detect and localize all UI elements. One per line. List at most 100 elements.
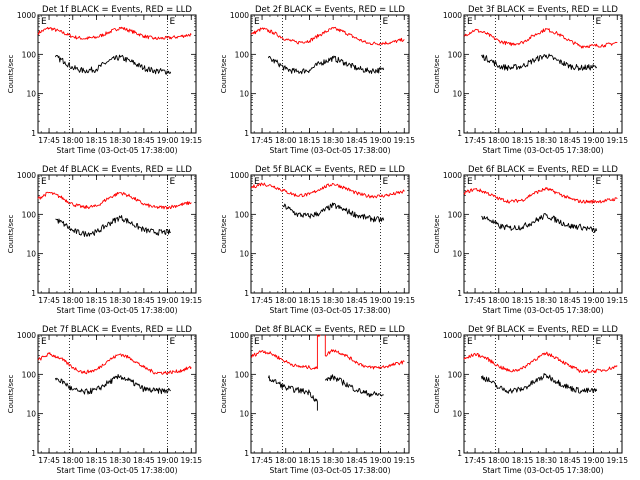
events-series-line	[481, 213, 598, 233]
panel-title: Det 2f BLACK = Events, RED = LLD	[255, 5, 405, 15]
y-tick-label: 1000	[230, 331, 249, 340]
y-tick-label: 100	[22, 50, 37, 59]
x-tick-label: 17:45	[38, 136, 60, 145]
y-tick-label: 1	[457, 289, 462, 298]
x-tick-label: 17:45	[251, 456, 273, 465]
lld-series-line	[37, 352, 192, 375]
events-series-line	[282, 202, 385, 223]
x-tick-label: 19:15	[393, 456, 415, 465]
y-tick-label: 10	[239, 410, 249, 419]
x-tick-label: 17:45	[38, 456, 60, 465]
x-tick-label: 17:45	[464, 296, 486, 305]
plot-frame	[37, 14, 197, 134]
y-tick-label: 1000	[17, 331, 36, 340]
y-tick-label: 10	[26, 250, 36, 259]
plot-frame	[463, 334, 623, 454]
panel-7: Det 7f BLACK = Events, RED = LLD 1 10 100 10…	[7, 325, 202, 475]
x-tick-label: 18:00	[62, 296, 84, 305]
plot-frame	[37, 174, 197, 294]
x-axis-label: Start Time (03-Oct-05 17:38:00)	[482, 466, 603, 475]
y-tick-label: 1	[457, 129, 462, 138]
lld-series-line	[37, 26, 192, 40]
event-marker: E	[596, 337, 602, 347]
y-tick-label: 100	[22, 370, 37, 379]
y-tick-label: 100	[235, 50, 250, 59]
event-marker: E	[596, 177, 602, 187]
x-tick-label: 18:00	[275, 456, 297, 465]
x-tick-label: 19:15	[393, 136, 415, 145]
x-axis-label: Start Time (03-Oct-05 17:38:00)	[56, 306, 177, 315]
y-tick-label: 1000	[17, 171, 36, 180]
x-tick-label: 19:15	[606, 456, 628, 465]
panel-title: Det 6f BLACK = Events, RED = LLD	[468, 165, 618, 175]
y-tick-label: 1	[31, 449, 36, 458]
event-marker: E	[467, 17, 473, 27]
x-tick-label: 18:45	[559, 456, 581, 465]
x-tick-label: 18:15	[86, 456, 108, 465]
x-tick-label: 19:00	[583, 296, 605, 305]
lld-series-line	[250, 334, 405, 370]
event-marker: E	[41, 337, 47, 347]
x-tick-label: 18:30	[535, 296, 557, 305]
panel-5: Det 5f BLACK = Events, RED = LLD 1 10 100 10…	[220, 165, 415, 315]
x-tick-label: 18:15	[299, 296, 321, 305]
lld-series-line	[37, 191, 192, 210]
x-tick-label: 17:45	[251, 136, 273, 145]
x-tick-label: 19:15	[393, 296, 415, 305]
y-tick-label: 100	[235, 210, 250, 219]
event-marker: E	[170, 177, 176, 187]
x-tick-label: 18:30	[535, 456, 557, 465]
y-tick-label: 100	[235, 370, 250, 379]
x-tick-label: 18:45	[346, 296, 368, 305]
event-marker: E	[254, 177, 260, 187]
y-tick-label: 1	[244, 289, 249, 298]
y-axis-label: Counts/sec	[220, 55, 228, 94]
plot-frame	[37, 334, 197, 454]
lld-series-line	[463, 28, 618, 49]
x-tick-label: 18:45	[133, 296, 155, 305]
plot-frame	[250, 334, 410, 454]
x-tick-label: 18:00	[62, 136, 84, 145]
x-tick-label: 18:15	[512, 456, 534, 465]
x-tick-label: 18:30	[322, 456, 344, 465]
panel-title: Det 3f BLACK = Events, RED = LLD	[468, 5, 618, 15]
x-tick-label: 17:45	[38, 296, 60, 305]
x-tick-label: 18:30	[109, 136, 131, 145]
x-tick-label: 18:00	[488, 136, 510, 145]
panel-title: Det 4f BLACK = Events, RED = LLD	[42, 165, 192, 175]
y-tick-label: 1	[457, 449, 462, 458]
x-tick-label: 18:30	[322, 136, 344, 145]
y-tick-label: 10	[239, 90, 249, 99]
x-tick-label: 18:00	[488, 456, 510, 465]
x-axis-label: Start Time (03-Oct-05 17:38:00)	[56, 146, 177, 155]
x-tick-label: 19:15	[180, 136, 202, 145]
x-tick-label: 18:00	[275, 136, 297, 145]
x-tick-label: 18:15	[512, 296, 534, 305]
panel-title: Det 8f BLACK = Events, RED = LLD	[255, 325, 405, 335]
events-series-line	[480, 373, 598, 394]
panel-9: Det 9f BLACK = Events, RED = LLD 1 10 100 10…	[433, 325, 628, 475]
x-tick-label: 17:45	[464, 136, 486, 145]
x-tick-label: 19:00	[157, 136, 179, 145]
plot-frame	[250, 174, 410, 294]
x-tick-label: 18:00	[62, 456, 84, 465]
x-tick-label: 18:45	[346, 136, 368, 145]
event-marker: E	[254, 17, 260, 27]
x-tick-label: 19:15	[180, 296, 202, 305]
x-tick-label: 18:45	[559, 136, 581, 145]
event-marker: E	[596, 17, 602, 27]
y-tick-label: 1000	[17, 11, 36, 20]
x-tick-label: 19:00	[370, 136, 392, 145]
y-tick-label: 100	[448, 50, 463, 59]
y-tick-label: 100	[22, 210, 37, 219]
event-marker: E	[170, 337, 176, 347]
x-tick-label: 19:00	[583, 136, 605, 145]
y-tick-label: 1000	[443, 331, 462, 340]
x-tick-label: 18:15	[299, 456, 321, 465]
lld-series-line	[463, 351, 618, 374]
y-tick-label: 1000	[443, 11, 462, 20]
panel-6: Det 6f BLACK = Events, RED = LLD 1 10 100 10…	[433, 165, 628, 315]
x-tick-label: 19:00	[583, 456, 605, 465]
x-tick-label: 18:45	[346, 456, 368, 465]
panel-title: Det 9f BLACK = Events, RED = LLD	[468, 325, 618, 335]
